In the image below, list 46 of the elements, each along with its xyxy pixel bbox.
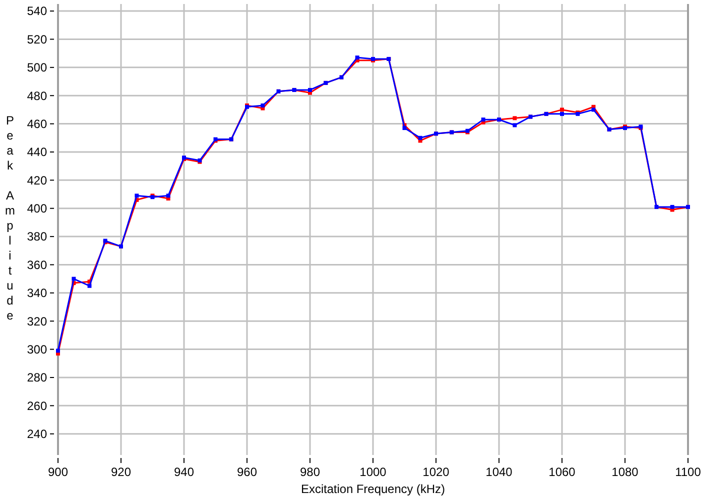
point	[418, 136, 422, 140]
y-tick-label: 520	[26, 32, 48, 46]
point	[481, 118, 486, 122]
point	[88, 284, 92, 288]
x-tick-label: 900	[48, 465, 68, 479]
x-tick-label: 1020	[422, 465, 450, 479]
y-tick-label: 280	[26, 370, 48, 385]
point	[308, 88, 312, 92]
y-tick-label: 460	[26, 116, 48, 131]
y-tick-label: 340	[26, 286, 48, 300]
y-tick-label: 420	[26, 173, 48, 188]
x-tick-label: 980	[300, 465, 320, 479]
y-tick-label: 300	[26, 342, 48, 356]
point	[670, 204, 674, 209]
point	[560, 112, 564, 116]
x-tick-label: 1080	[612, 465, 639, 479]
y-tick-label: 240	[26, 427, 48, 442]
y-tick-label: 400	[26, 202, 48, 216]
point	[72, 276, 76, 281]
point	[512, 123, 517, 128]
x-tick-label: 1000	[360, 465, 387, 479]
y-tick-label: 320	[26, 314, 48, 328]
y-tick-label: 500	[26, 60, 48, 75]
point	[592, 108, 596, 112]
point	[512, 116, 517, 120]
point	[560, 108, 564, 112]
x-tick-label: 940	[174, 465, 194, 479]
y-tick-label: 260	[26, 398, 48, 413]
point	[402, 126, 406, 130]
point	[260, 103, 265, 108]
y-tick-label: 540	[26, 4, 48, 18]
y-tick-label: 360	[26, 258, 48, 272]
y-tick-label: 440	[26, 145, 48, 160]
x-tick-label: 1040	[486, 465, 513, 479]
x-tick-label: 1100	[675, 465, 702, 479]
y-tick-label: 380	[26, 230, 48, 244]
text: Peak Amplitude	[5, 114, 15, 322]
x-tick-label: 960	[236, 465, 258, 479]
x-tick-label: 1060	[548, 465, 576, 479]
point	[56, 348, 60, 353]
x-axis-title: Excitation Frequency (kHz)	[300, 482, 446, 496]
x-tick-label: 920	[110, 465, 132, 479]
point	[134, 194, 139, 198]
point	[355, 56, 360, 60]
point	[166, 194, 170, 198]
y-tick-label: 480	[26, 88, 48, 103]
